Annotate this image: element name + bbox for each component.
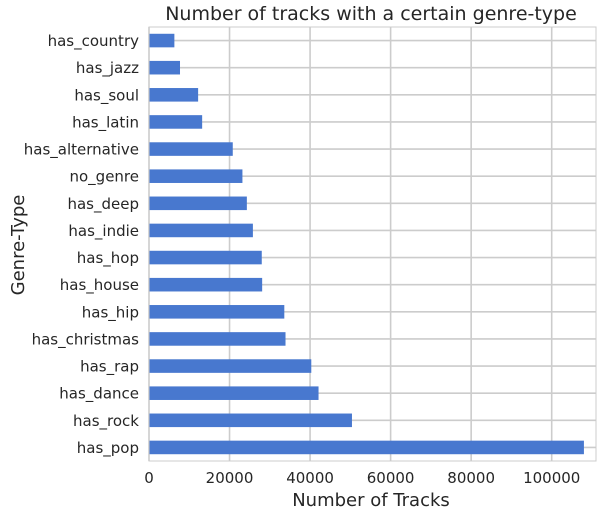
y-tick-label: has_jazz xyxy=(76,59,139,78)
y-tick-label: has_hop xyxy=(77,249,139,268)
bar-has-rock xyxy=(149,413,352,428)
bar-has-hop xyxy=(149,250,262,265)
y-tick-label: has_rock xyxy=(73,412,139,431)
bar-has-rap xyxy=(149,359,312,373)
y-tick-label: has_soul xyxy=(74,86,139,105)
y-tick-labels: has_country has_jazz has_soul has_latin has_… xyxy=(24,32,140,458)
bar-has-jazz xyxy=(149,60,181,75)
x-axis-label: Number of Tracks xyxy=(292,490,450,511)
y-tick-label: has_alternative xyxy=(24,141,139,160)
x-tick-label: 20000 xyxy=(206,469,254,487)
bar-no-genre xyxy=(149,169,243,183)
bar-has-house xyxy=(149,277,263,292)
y-tick-label: has_country xyxy=(48,32,140,51)
plot-frame xyxy=(148,26,597,462)
bar-has-indie xyxy=(149,223,253,238)
y-tick-label: has_hip xyxy=(82,303,139,322)
y-axis-label: Genre-Type xyxy=(8,195,29,296)
y-tick-label: has_rap xyxy=(80,358,139,377)
y-tick-label: has_latin xyxy=(72,113,139,132)
bar-has-deep xyxy=(149,196,247,211)
x-tick-label: 80000 xyxy=(447,469,495,487)
y-tick-label: has_pop xyxy=(77,439,139,458)
x-tick-label: 0 xyxy=(144,469,154,487)
y-tick-label: has_house xyxy=(60,276,139,295)
bar-has-latin xyxy=(149,115,203,129)
bar-has-dance xyxy=(149,386,319,400)
y-tick-label: has_indie xyxy=(68,222,139,241)
chart-title: Number of tracks with a certain genre-ty… xyxy=(165,3,577,25)
y-tick-label: has_christmas xyxy=(32,330,140,349)
bar-has-christmas xyxy=(149,332,286,346)
x-tick-label: 60000 xyxy=(367,469,415,487)
bar-has-hip xyxy=(149,305,285,319)
y-tick-label: no_genre xyxy=(69,168,139,187)
bar-has-country xyxy=(149,33,175,48)
bar-has-alternative xyxy=(149,142,233,156)
bar-has-pop xyxy=(149,440,584,455)
x-tick-label: 100000 xyxy=(523,469,580,487)
x-tick-labels: 0 20000 40000 60000 80000 100000 xyxy=(144,469,580,487)
y-tick-label: has_deep xyxy=(67,195,139,214)
y-tick-label: has_dance xyxy=(59,385,139,404)
bar-has-soul xyxy=(149,88,199,102)
x-tick-label: 40000 xyxy=(286,469,334,487)
bars xyxy=(149,33,584,455)
